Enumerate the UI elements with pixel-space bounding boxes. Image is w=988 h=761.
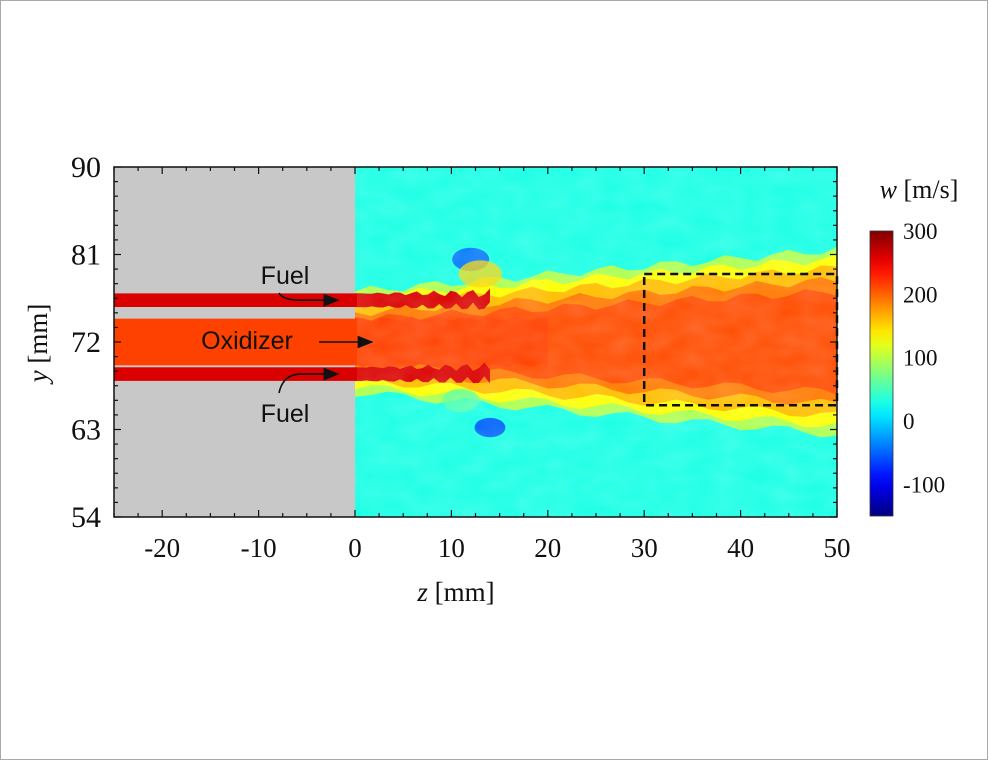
x-axis-title: z [mm] <box>416 577 494 607</box>
colorbar-tick-label: 0 <box>903 409 915 434</box>
axis-ticks <box>113 166 838 518</box>
colorbar-scale <box>869 230 894 517</box>
x-tick-label: 40 <box>727 533 754 563</box>
y-tick-label: 63 <box>71 414 101 447</box>
oxidizer-stream <box>114 318 357 366</box>
y-axis-title: y [mm] <box>23 304 53 386</box>
x-tick-label: 30 <box>631 533 658 563</box>
fuel-stream <box>114 293 357 307</box>
y-tick-label: 72 <box>71 326 101 359</box>
colorbar-tick-label: 200 <box>903 282 938 307</box>
inlet-streams <box>114 293 357 381</box>
upper-fuel-label: Fuel <box>261 262 310 290</box>
upper-fuel-arrow <box>278 292 340 307</box>
lower-fuel-label: Fuel <box>261 400 310 428</box>
x-tick-label: 10 <box>438 533 465 563</box>
x-axis-tick-labels: -20 -10 0 10 20 30 40 50 <box>144 533 850 563</box>
colorbar: 300 200 100 0 -100 w [m/s] <box>869 175 959 517</box>
x-tick-label: 0 <box>348 533 362 563</box>
colorbar-tick-label: 100 <box>903 346 938 371</box>
y-tick-label: 81 <box>71 239 101 272</box>
colorbar-title: w [m/s] <box>880 175 959 204</box>
y-axis-tick-labels: 54 63 72 81 90 <box>71 151 101 534</box>
oxidizer-label: Oxidizer <box>201 327 293 355</box>
lower-fuel-arrow <box>278 367 340 394</box>
colorbar-tick-label: -100 <box>903 472 945 497</box>
x-tick-label: -10 <box>241 533 277 563</box>
x-tick-label: -20 <box>144 533 180 563</box>
y-tick-label: 54 <box>71 501 101 534</box>
colorbar-tick-labels: 300 200 100 0 -100 <box>903 219 945 497</box>
colorbar-tick-label: 300 <box>903 219 938 244</box>
highlight-region-box <box>642 272 839 407</box>
x-tick-label: 20 <box>534 533 561 563</box>
turbulence-texture <box>355 167 837 517</box>
stream-annotations: Fuel Oxidizer Fuel <box>201 262 374 428</box>
fuel-stream <box>114 367 357 381</box>
y-tick-label: 90 <box>71 151 101 184</box>
x-tick-label: 50 <box>824 533 851 563</box>
contour-plot <box>114 167 837 517</box>
